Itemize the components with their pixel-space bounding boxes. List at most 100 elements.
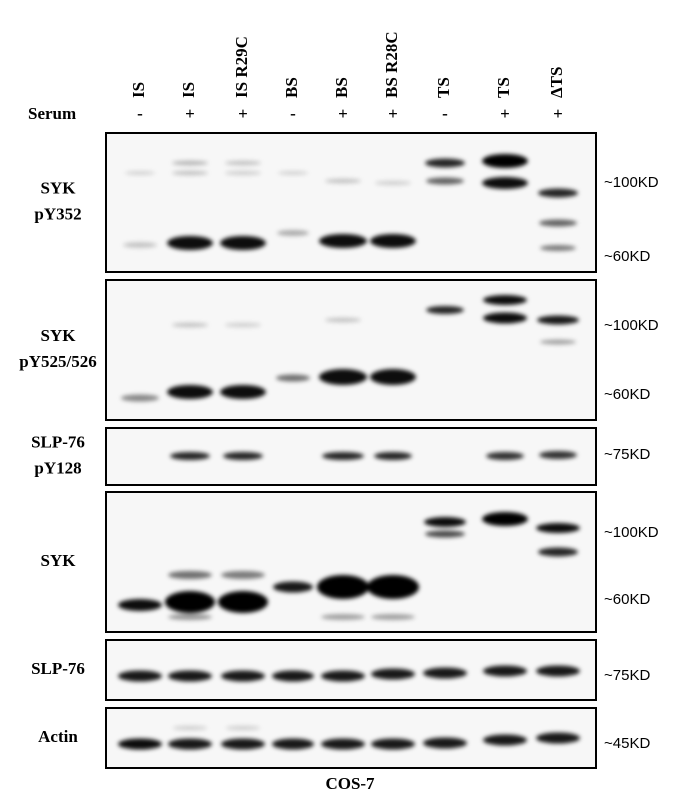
band bbox=[482, 512, 528, 526]
lane-label: BS bbox=[332, 77, 351, 98]
band bbox=[536, 665, 580, 677]
band bbox=[167, 385, 213, 399]
band bbox=[374, 452, 412, 460]
band bbox=[367, 575, 419, 599]
band bbox=[321, 738, 365, 750]
serum-sign: - bbox=[442, 104, 448, 123]
mw-marker: ~100KD bbox=[604, 317, 659, 334]
serum-sign: + bbox=[238, 104, 248, 123]
lane-label: IS bbox=[129, 82, 148, 98]
band bbox=[538, 188, 578, 198]
lane-label: IS R29C bbox=[232, 36, 251, 98]
mw-marker: ~60KD bbox=[604, 248, 650, 265]
band bbox=[482, 154, 528, 168]
band bbox=[170, 452, 210, 460]
band bbox=[539, 451, 577, 459]
band bbox=[425, 158, 465, 168]
lane-label: IS bbox=[179, 82, 198, 98]
serum-sign: + bbox=[338, 104, 348, 123]
band bbox=[483, 665, 527, 677]
band bbox=[272, 670, 314, 682]
mw-marker: ~60KD bbox=[604, 591, 650, 608]
band bbox=[426, 177, 464, 185]
band bbox=[537, 315, 579, 325]
panel-label: pY352 bbox=[34, 204, 81, 223]
band-group bbox=[121, 295, 579, 402]
band bbox=[225, 170, 261, 176]
panel-label: pY128 bbox=[34, 458, 81, 477]
band bbox=[371, 738, 415, 750]
panel-label: SYK bbox=[41, 551, 77, 570]
band bbox=[423, 737, 467, 749]
mw-marker: ~45KD bbox=[604, 735, 650, 752]
lane-label: BS bbox=[282, 77, 301, 98]
serum-sign: + bbox=[500, 104, 510, 123]
band bbox=[272, 738, 314, 750]
mw-marker: ~75KD bbox=[604, 446, 650, 463]
mw-marker: ~60KD bbox=[604, 386, 650, 403]
mw-marker: ~100KD bbox=[604, 174, 659, 191]
band bbox=[483, 295, 527, 305]
panel-label: SLP-76 bbox=[31, 432, 85, 451]
serum-sign: - bbox=[137, 104, 143, 123]
band bbox=[370, 369, 416, 385]
band bbox=[317, 575, 369, 599]
lane-label: BS R28C bbox=[382, 31, 401, 98]
band bbox=[221, 738, 265, 750]
band bbox=[321, 614, 365, 620]
band bbox=[172, 160, 208, 166]
lane-label: TS bbox=[434, 77, 453, 98]
band bbox=[226, 725, 260, 731]
panel-label: SLP-76 bbox=[31, 659, 85, 678]
band bbox=[325, 178, 361, 184]
band bbox=[172, 322, 208, 328]
band bbox=[538, 547, 578, 557]
band bbox=[423, 667, 467, 679]
band bbox=[321, 670, 365, 682]
band bbox=[371, 614, 415, 620]
band bbox=[168, 614, 212, 620]
panel-label: pY525/526 bbox=[19, 352, 96, 371]
band bbox=[370, 234, 416, 248]
band bbox=[168, 670, 212, 682]
band bbox=[125, 171, 155, 175]
band bbox=[278, 171, 308, 175]
band bbox=[540, 245, 576, 251]
band bbox=[118, 599, 162, 611]
band bbox=[123, 242, 157, 248]
mw-marker: ~100KD bbox=[604, 524, 659, 541]
blot-panel bbox=[105, 132, 597, 273]
band bbox=[172, 170, 208, 176]
band bbox=[218, 591, 268, 613]
band bbox=[220, 385, 266, 399]
band bbox=[319, 234, 367, 248]
band bbox=[325, 317, 361, 323]
band bbox=[223, 452, 263, 460]
cell-line-label: COS-7 bbox=[325, 774, 375, 793]
band bbox=[319, 369, 367, 385]
band-group bbox=[170, 451, 577, 460]
serum-sign: + bbox=[553, 104, 563, 123]
band bbox=[375, 180, 411, 186]
band bbox=[539, 219, 577, 227]
band bbox=[225, 322, 261, 328]
serum-label: Serum bbox=[28, 104, 76, 123]
band bbox=[168, 738, 212, 750]
band-group bbox=[123, 154, 578, 251]
mw-marker: ~75KD bbox=[604, 667, 650, 684]
panel-label: SYK bbox=[41, 326, 77, 345]
band-group bbox=[118, 665, 580, 682]
band bbox=[540, 339, 576, 345]
band bbox=[483, 312, 527, 324]
serum-sign: - bbox=[290, 104, 296, 123]
band-group bbox=[118, 512, 580, 620]
band bbox=[221, 571, 265, 579]
panel-label: SYK bbox=[41, 178, 77, 197]
lane-label: ΔTS bbox=[547, 67, 566, 98]
serum-sign: + bbox=[388, 104, 398, 123]
band bbox=[167, 236, 213, 250]
band bbox=[486, 452, 524, 460]
band bbox=[118, 670, 162, 682]
lane-label: TS bbox=[494, 77, 513, 98]
